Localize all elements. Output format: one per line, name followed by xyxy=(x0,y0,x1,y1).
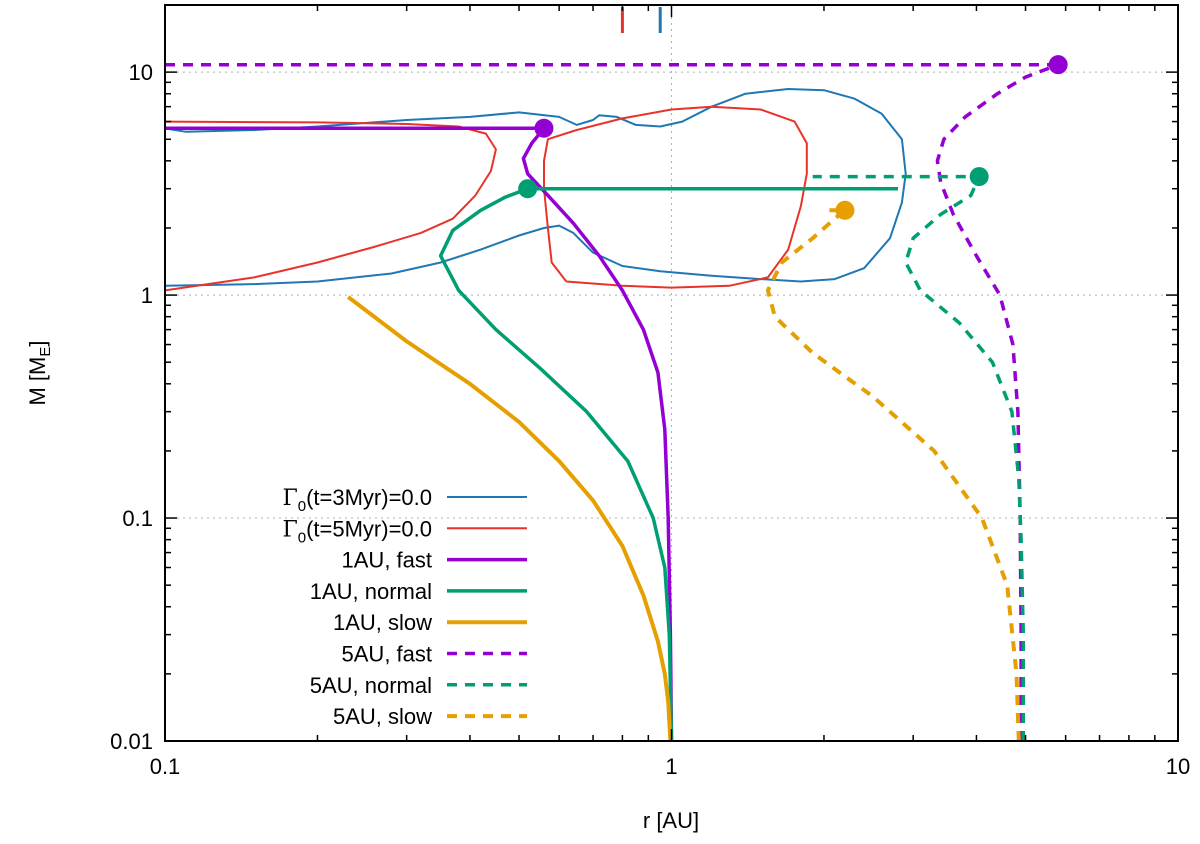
legend-label-gamma_3myr: Γ0(t=3Myr)=0.0 xyxy=(282,485,432,515)
y-tick-label: 1 xyxy=(141,283,153,308)
ticks xyxy=(164,4,1179,742)
legend-label-fast_1au: 1AU, fast xyxy=(342,548,432,573)
y-axis-title: M [ME] xyxy=(25,340,54,405)
series-line-fast_1au xyxy=(165,126,674,741)
y-tick-label: 10 xyxy=(129,60,153,85)
end-point-fast_5au xyxy=(1048,55,1068,75)
x-axis-title: r [AU] xyxy=(643,808,699,833)
series-layer xyxy=(165,55,1068,741)
legend-label-normal_1au: 1AU, normal xyxy=(310,579,432,604)
x-tick-label: 10 xyxy=(1166,754,1190,779)
end-point-fast_1au xyxy=(534,118,554,138)
legend-label-normal_5au: 5AU, normal xyxy=(310,673,432,698)
legend-label-subscript: 0 xyxy=(298,529,306,546)
legend-label-slow_1au: 1AU, slow xyxy=(333,610,432,635)
y-axis-title-close: ] xyxy=(25,340,50,346)
legend-label-rest: (t=5Myr)=0.0 xyxy=(306,516,432,541)
legend-label-symbol: Γ xyxy=(282,486,297,511)
y-axis-title-sub: E xyxy=(37,347,54,357)
end-point-normal_5au xyxy=(969,167,989,187)
series-line-slow_1au xyxy=(346,295,673,741)
x-tick-label: 1 xyxy=(665,754,677,779)
legend-label-gamma_5myr: Γ0(t=5Myr)=0.0 xyxy=(282,516,432,546)
legend-label-rest: (t=3Myr)=0.0 xyxy=(306,485,432,510)
start-point-normal_1au xyxy=(518,179,538,199)
y-axis-title-main: M [M xyxy=(25,357,50,406)
legend-label-symbol: Γ xyxy=(282,517,297,542)
series-line-slow_5au xyxy=(765,208,1021,741)
y-tick-label: 0.1 xyxy=(122,506,153,531)
series-line-gamma_3myr xyxy=(165,88,907,287)
series-line-normal_1au xyxy=(438,186,898,741)
legend-label-subscript: 0 xyxy=(298,498,306,515)
series-line-gamma_5myr_loop xyxy=(543,105,808,289)
series-line-gamma_5myr xyxy=(165,120,497,292)
y-tick-label: 0.01 xyxy=(110,729,153,754)
legend-label-slow_5au: 5AU, slow xyxy=(333,704,432,729)
x-tick-label: 0.1 xyxy=(150,754,181,779)
series-line-normal_5au xyxy=(812,174,1026,741)
top-markers xyxy=(620,7,662,33)
end-point-slow_5au xyxy=(835,200,855,220)
legend-label-fast_5au: 5AU, fast xyxy=(342,642,432,667)
